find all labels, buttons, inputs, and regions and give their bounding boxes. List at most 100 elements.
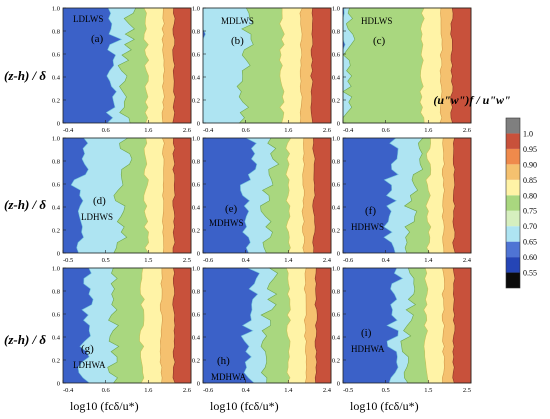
y-axis-label-row-1: (z-h) / δ [4, 68, 46, 83]
panel-c: 0 0.2 0.4 0.6 0.8 1.0 -0.4 0.6 1.6 2.6 HDLWS (c) [332, 6, 472, 135]
panel-i-xtick-label: 1.5 [424, 387, 432, 394]
panel-g-ytick-label: 0.8 [52, 289, 60, 296]
panel-d-letter: (d) [93, 195, 106, 207]
panel-d-ytick-label: 0.6 [52, 182, 61, 189]
panel-b-band-5 [310, 7, 332, 124]
panel-i: 0 0.2 0.4 0.6 0.8 1.0 -0.5 0.5 1.5 2.5 HDHWA (i) [332, 266, 472, 394]
x-axis-label-col-1: log10 (fcδ/u*) [70, 399, 139, 413]
panel-g-ytick-label: 1.0 [52, 266, 60, 273]
panel-c-ytick-label: 0.4 [332, 75, 341, 82]
panel-h-band-5 [314, 267, 332, 384]
panel-e-frame [202, 137, 332, 254]
panel-e-ytick-label: 0.4 [192, 205, 201, 212]
colorbar-swatch [506, 179, 520, 196]
panel-i-ytick-label: 0.2 [332, 358, 340, 365]
colorbar-swatch [506, 210, 520, 227]
panel-c-ytick-label: 0.6 [332, 52, 341, 59]
panel-g-xtick-label: 1.6 [144, 387, 153, 394]
colorbar-swatch [506, 164, 520, 180]
panel-b-xtick-label: 0.6 [242, 127, 251, 134]
panel-g-letter: (g) [81, 343, 94, 355]
panel-h-case-label: MDHWA [211, 372, 246, 382]
panel-d-band-5 [172, 137, 192, 254]
panel-c-frame [342, 7, 472, 124]
panel-d-ytick-label: 0.4 [52, 205, 61, 212]
labels-layer: (z-h) / δ (z-h) / δ (z-h) / δ log10 (fcδ… [4, 68, 511, 413]
panel-d-ytick-label: 1.0 [52, 136, 60, 143]
panel-e-ytick-label: 0.8 [192, 159, 200, 166]
panel-e-band-5 [312, 137, 332, 254]
panel-f-band-5 [452, 137, 472, 254]
panel-e-ytick-label: 0.6 [192, 182, 201, 189]
panel-c-ytick-label: 1.0 [332, 6, 340, 13]
panel-i-xtick-label: -0.5 [343, 387, 353, 394]
panel-h-xtick-label: -0.6 [203, 387, 214, 394]
colorbar-swatch [506, 195, 520, 211]
panel-f-ytick-label: 0.2 [332, 228, 340, 235]
panel-c-xtick-label: 0.6 [382, 127, 391, 134]
colorbar-tick-label: 0.80 [523, 191, 537, 200]
panel-f-ytick-label: 1.0 [332, 136, 340, 143]
panel-e-letter: (e) [225, 203, 238, 215]
panel-a: 0 0.2 0.4 0.6 0.8 1.0 -0.4 0.6 1.6 2.6 LDLWS (a) [52, 6, 192, 135]
panel-a-xtick-label: 1.6 [144, 127, 153, 134]
panel-c-case-label: HDLWS [361, 16, 392, 26]
panel-a-ytick-label: 0 [57, 121, 60, 128]
panel-b-ytick-label: 1.0 [192, 6, 200, 13]
panel-i-ytick-label: 0.4 [332, 335, 341, 342]
panel-a-ytick-label: 0.8 [52, 29, 60, 36]
panel-h-frame [202, 267, 332, 384]
panel-i-xtick-label: 0.5 [382, 387, 390, 394]
panel-f-xtick-label: -0.6 [343, 257, 354, 264]
panel-d-frame [62, 137, 192, 254]
panel-d-ytick-label: 0.2 [52, 228, 60, 235]
panel-e-ytick-label: 1.0 [192, 136, 200, 143]
panel-e-xtick-label: 0.4 [242, 257, 251, 264]
panel-f-ytick-label: 0 [337, 251, 340, 258]
panel-d-ytick-label: 0 [57, 251, 60, 258]
colorbar-swatch [506, 148, 520, 165]
panel-b-xtick-label: -0.4 [203, 127, 214, 134]
panel-d-case-label: LDHWS [81, 212, 113, 222]
colorbar-tick-label: 0.60 [523, 253, 537, 262]
panel-b-ytick-label: 0.6 [192, 52, 201, 59]
panel-f-case-label: HDHWS [351, 222, 384, 232]
panel-c-ytick-label: 0.2 [332, 98, 340, 105]
panel-b: 0 0.2 0.4 0.6 0.8 1.0 -0.4 0.6 1.6 2.6 MDLWS (b) [192, 6, 332, 135]
panel-e-ytick-label: 0 [197, 251, 200, 258]
panel-f-xtick-label: 1.4 [424, 257, 433, 264]
colorbar-swatch [506, 272, 520, 288]
panel-f: 0 0.2 0.4 0.6 0.8 1.0 -0.6 0.4 1.4 2.4 HDHWS (f) [332, 136, 472, 265]
x-axis-label-col-3: log10 (fcδ/u*) [350, 399, 419, 413]
panel-h-ytick-label: 0 [197, 381, 200, 388]
colorbar-swatch [506, 133, 520, 149]
colorbar-tick-label: 0.75 [523, 207, 537, 216]
panel-b-frame [202, 7, 332, 124]
panel-a-band-5 [172, 7, 192, 124]
panel-d: 0 0.2 0.4 0.6 0.8 1.0 -0.5 0.5 1.5 2.5 LDHWS (d) [52, 136, 192, 264]
panel-c-xtick-label: 1.6 [424, 127, 433, 134]
y-axis-label-row-3: (z-h) / δ [4, 332, 46, 347]
panel-g-xtick-label: 2.6 [183, 387, 192, 394]
panel-a-ytick-label: 0.2 [52, 98, 60, 105]
panel-g-xtick-label: -0.4 [63, 387, 74, 394]
colorbar: 0.55 0.60 0.65 0.70 0.75 0.80 0.85 0.90 0.95 1.0 [505, 117, 537, 289]
panel-f-ytick-label: 0.8 [332, 159, 340, 166]
panel-a-xtick-label: -0.4 [63, 127, 74, 134]
panel-b-ytick-label: 0.8 [192, 29, 200, 36]
panel-i-band-5 [452, 267, 472, 384]
panel-g-xtick-label: 0.6 [102, 387, 111, 394]
panel-b-ytick-label: 0 [197, 121, 200, 128]
y-axis-label-row-2: (z-h) / δ [4, 197, 46, 212]
panel-a-frame [62, 7, 192, 124]
panel-i-xtick-label: 2.5 [463, 387, 471, 394]
panel-g-ytick-label: 0.4 [52, 335, 61, 342]
panel-d-xtick-label: 0.5 [102, 257, 110, 264]
panel-g-ytick-label: 0 [57, 381, 60, 388]
panel-a-case-label: LDLWS [73, 14, 103, 24]
panel-c-xtick-label: 2.6 [463, 127, 472, 134]
panels-layer: 00.20.40.60.81.0-0.4 0.6 1.6 2.6LDLWS(a)00.… [52, 6, 472, 395]
panel-h-ytick-label: 0.6 [192, 312, 201, 319]
colorbar-title: (u"w")f / u"w" [433, 93, 510, 107]
panel-b-xtick-label: 2.6 [323, 127, 332, 134]
